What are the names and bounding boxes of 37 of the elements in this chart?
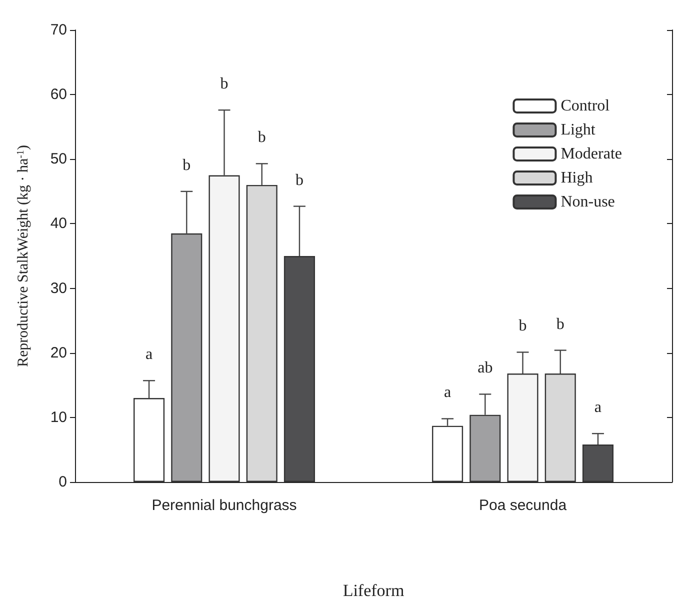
annotation: ab	[478, 360, 493, 377]
legend-label: High	[560, 170, 593, 186]
y-tick-label: 0	[58, 474, 67, 490]
bar	[246, 184, 278, 482]
bar	[171, 233, 202, 482]
annotation: b	[518, 318, 527, 335]
annotation: a	[145, 346, 153, 364]
bar	[507, 374, 538, 482]
y-tick-label: 40	[50, 215, 67, 232]
legend-label: Moderate	[560, 146, 622, 162]
bar	[582, 444, 614, 482]
x-tick-label: Poa secunda	[478, 497, 568, 514]
legend-label: Non-use	[560, 194, 615, 210]
bar	[432, 426, 464, 482]
legend-label: Control	[560, 98, 610, 114]
legend-label: Light	[560, 122, 596, 138]
y-tick-label: 30	[50, 280, 67, 297]
annotation: b	[182, 156, 191, 174]
y-axis-title: Reproductive StalkWeight (kg · ha-1)	[16, 144, 32, 368]
y-tick-label: 20	[50, 344, 67, 362]
y-tick-label: 60	[50, 86, 67, 104]
annotation: b	[220, 76, 228, 93]
bar	[208, 175, 240, 482]
bar	[544, 374, 576, 482]
y-tick-label: 50	[50, 150, 67, 168]
annotation: b	[556, 316, 564, 333]
x-tick-label: Perennial bunchgrass	[152, 497, 297, 514]
annotation: b	[295, 172, 304, 189]
bar	[470, 414, 501, 482]
y-tick-label: 70	[50, 22, 67, 38]
annotation: a	[594, 399, 602, 416]
bar	[284, 256, 315, 482]
annotation: b	[258, 129, 266, 146]
y-tick-label: 10	[50, 408, 67, 426]
bar	[134, 398, 165, 482]
annotation: a	[444, 384, 452, 402]
x-axis-title: Lifeform	[342, 581, 404, 600]
